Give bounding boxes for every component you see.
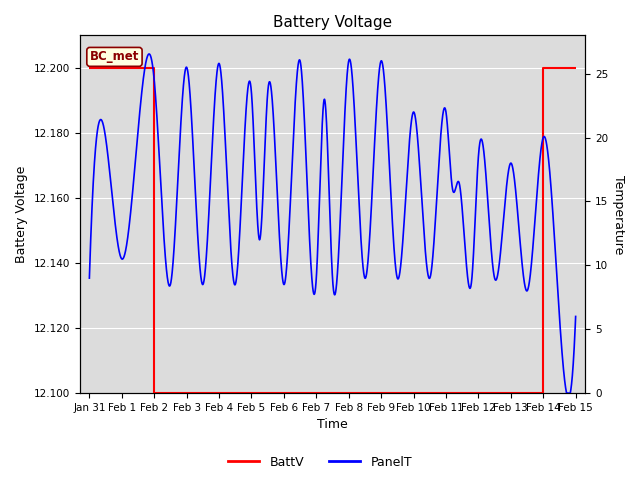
Title: Battery Voltage: Battery Voltage <box>273 15 392 30</box>
Text: BC_met: BC_met <box>90 50 139 63</box>
X-axis label: Time: Time <box>317 419 348 432</box>
Y-axis label: Battery Voltage: Battery Voltage <box>15 166 28 263</box>
Legend: BattV, PanelT: BattV, PanelT <box>223 451 417 474</box>
Y-axis label: Temperature: Temperature <box>612 175 625 254</box>
